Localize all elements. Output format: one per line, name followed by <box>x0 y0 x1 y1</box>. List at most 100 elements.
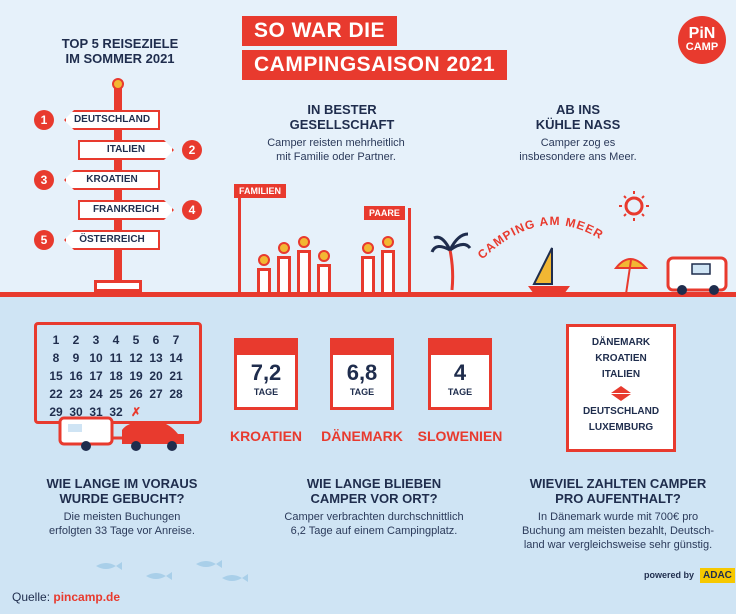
camping-am-meer-label: CAMPING AM MEER <box>475 214 605 262</box>
source-footer: Quelle: pincamp.de <box>12 590 120 604</box>
calendar-day: 31 <box>89 405 103 419</box>
water-text: Camper zog es insbesondere ans Meer. <box>488 136 668 164</box>
logo-line-2: CAMP <box>685 41 719 53</box>
water-heading-line-2: KÜHLE NASS <box>535 117 621 132</box>
arrow-up-icon <box>611 386 631 393</box>
calendar-day: 17 <box>89 369 103 383</box>
calendar-day: 10 <box>89 351 103 365</box>
person-head-icon <box>258 254 270 266</box>
stay-text: Camper verbrachten durchschnittlich 6,2 … <box>246 510 502 538</box>
company-text-line-2: mit Familie oder Partner. <box>276 151 396 163</box>
price-country-top-3: ITALIEN <box>601 369 641 380</box>
calendar-day: 28 <box>169 387 183 401</box>
calendar-day: 23 <box>69 387 83 401</box>
calendar-day: 12 <box>129 351 143 365</box>
top5-heading-line-1: TOP 5 REISEZIELE <box>61 36 179 51</box>
water-heading-line-1: AB INS <box>555 102 601 117</box>
person-body-icon <box>297 250 311 292</box>
cost-text: In Dänemark wurde mit 700€ pro Buchung a… <box>500 510 736 552</box>
fish-school-icon <box>96 560 248 582</box>
adac-logo: ADAC <box>700 568 735 583</box>
duration-value: 7,2 <box>250 360 282 385</box>
logo-line-1: PiN <box>688 25 716 42</box>
sailboat-icon <box>528 247 570 294</box>
top5-heading: TOP 5 REISEZIELE IM SOMMER 2021 <box>40 36 200 66</box>
duration-unit: TAGE <box>349 387 375 397</box>
cost-heading-line-2: PRO AUFENTHALT? <box>555 491 681 506</box>
calendar-day: 16 <box>69 369 83 383</box>
duration-card-daenemark: 6,8 TAGE <box>330 338 394 410</box>
stay-heading-line-2: CAMPER VOR ORT? <box>310 491 438 506</box>
booking-text-line-2: erfolgten 33 Tage vor Anreise. <box>49 525 195 537</box>
calendar-day: 5 <box>132 333 140 347</box>
duration-unit: TAGE <box>253 387 279 397</box>
duration-unit: TAGE <box>447 387 473 397</box>
calendar-day: 14 <box>169 351 183 365</box>
sign-italien: ITALIEN <box>78 140 174 160</box>
stay-heading-line-1: WIE LANGE BLIEBEN <box>306 476 442 491</box>
calendar-day: ✗ <box>130 405 142 419</box>
sign-oesterreich: ÖSTERREICH <box>64 230 160 250</box>
water-heading: AB INS KÜHLE NASS <box>508 102 648 132</box>
calendar-day: 13 <box>149 351 163 365</box>
card-top-bar <box>237 341 295 355</box>
calendar-day: 7 <box>172 333 180 347</box>
cost-text-line-1: In Dänemark wurde mit 700€ pro <box>537 511 699 523</box>
duration-country-slowenien: SLOWENIEN <box>417 428 503 444</box>
price-country-bottom-1: DEUTSCHLAND <box>582 406 660 417</box>
person-head-icon <box>362 242 374 254</box>
signpost-base <box>94 280 142 292</box>
calendar-frame <box>34 322 202 424</box>
source-link[interactable]: pincamp.de <box>53 590 121 604</box>
company-heading-line-1: IN BESTER <box>307 102 377 117</box>
cost-heading: WIEVIEL ZAHLTEN CAMPER PRO AUFENTHALT? <box>510 476 726 506</box>
calendar-day: 21 <box>169 369 183 383</box>
water-text-line-1: Camper zog es <box>540 137 616 149</box>
calendar-day: 8 <box>52 351 60 365</box>
person-head-icon <box>382 236 394 248</box>
calendar-day: 2 <box>72 333 80 347</box>
calendar-day: 15 <box>49 369 63 383</box>
source-label: Quelle: <box>12 590 54 604</box>
duration-value: 6,8 <box>346 360 378 385</box>
cost-text-line-3: land war vergleichsweise sehr günstig. <box>523 539 713 551</box>
calendar-day: 32 <box>109 405 123 419</box>
calendar-day: 30 <box>69 405 83 419</box>
family-label: FAMILIEN <box>234 184 286 198</box>
arrow-down-icon <box>611 394 631 401</box>
sign-kroatien: KROATIEN <box>64 170 160 190</box>
palm-tree-icon <box>430 232 472 291</box>
rank-badge-2: 2 <box>182 140 202 160</box>
duration-value: 4 <box>453 360 467 385</box>
calendar-day: 4 <box>112 333 120 347</box>
person-head-icon <box>298 236 310 248</box>
water-text-line-2: insbesondere ans Meer. <box>519 151 637 163</box>
title-line-1: SO WAR DIE <box>242 16 398 46</box>
cost-text-line-2: Buchung am meisten bezahlt, Deutsch- <box>522 525 714 537</box>
calendar-day: 27 <box>149 387 163 401</box>
company-heading: IN BESTER GESELLSCHAFT <box>262 102 422 132</box>
svg-text:CAMPING AM MEER: CAMPING AM MEER <box>475 214 606 262</box>
price-country-bottom-2: LUXEMBURG <box>588 422 654 433</box>
calendar-day: 25 <box>109 387 123 401</box>
cost-heading-line-1: WIEVIEL ZAHLTEN CAMPER <box>529 476 707 491</box>
calendar-day: 20 <box>149 369 163 383</box>
duration-card-kroatien: 7,2 TAGE <box>234 338 298 410</box>
calendar-day: 24 <box>89 387 103 401</box>
calendar-day: 29 <box>49 405 63 419</box>
price-country-top-2: KROATIEN <box>595 353 647 364</box>
person-body-icon <box>317 264 331 292</box>
duration-card-slowenien: 4 TAGE <box>428 338 492 410</box>
company-text-line-1: Camper reisten mehrheitlich <box>267 137 405 149</box>
booking-text-line-1: Die meisten Buchungen <box>63 511 181 523</box>
calendar-day: 9 <box>72 351 80 365</box>
sun-icon <box>619 191 649 221</box>
rank-badge-4: 4 <box>182 200 202 220</box>
powered-by-label: powered by <box>644 570 695 580</box>
stay-heading: WIE LANGE BLIEBEN CAMPER VOR ORT? <box>266 476 482 506</box>
booking-heading-line-1: WIE LANGE IM VORAUS <box>46 476 198 491</box>
pincamp-logo: PiN CAMP <box>678 16 726 64</box>
card-top-bar <box>333 341 391 355</box>
beach-scene: CAMPING AM MEER <box>430 191 728 295</box>
stay-text-line-1: Camper verbrachten durchschnittlich <box>284 511 464 523</box>
